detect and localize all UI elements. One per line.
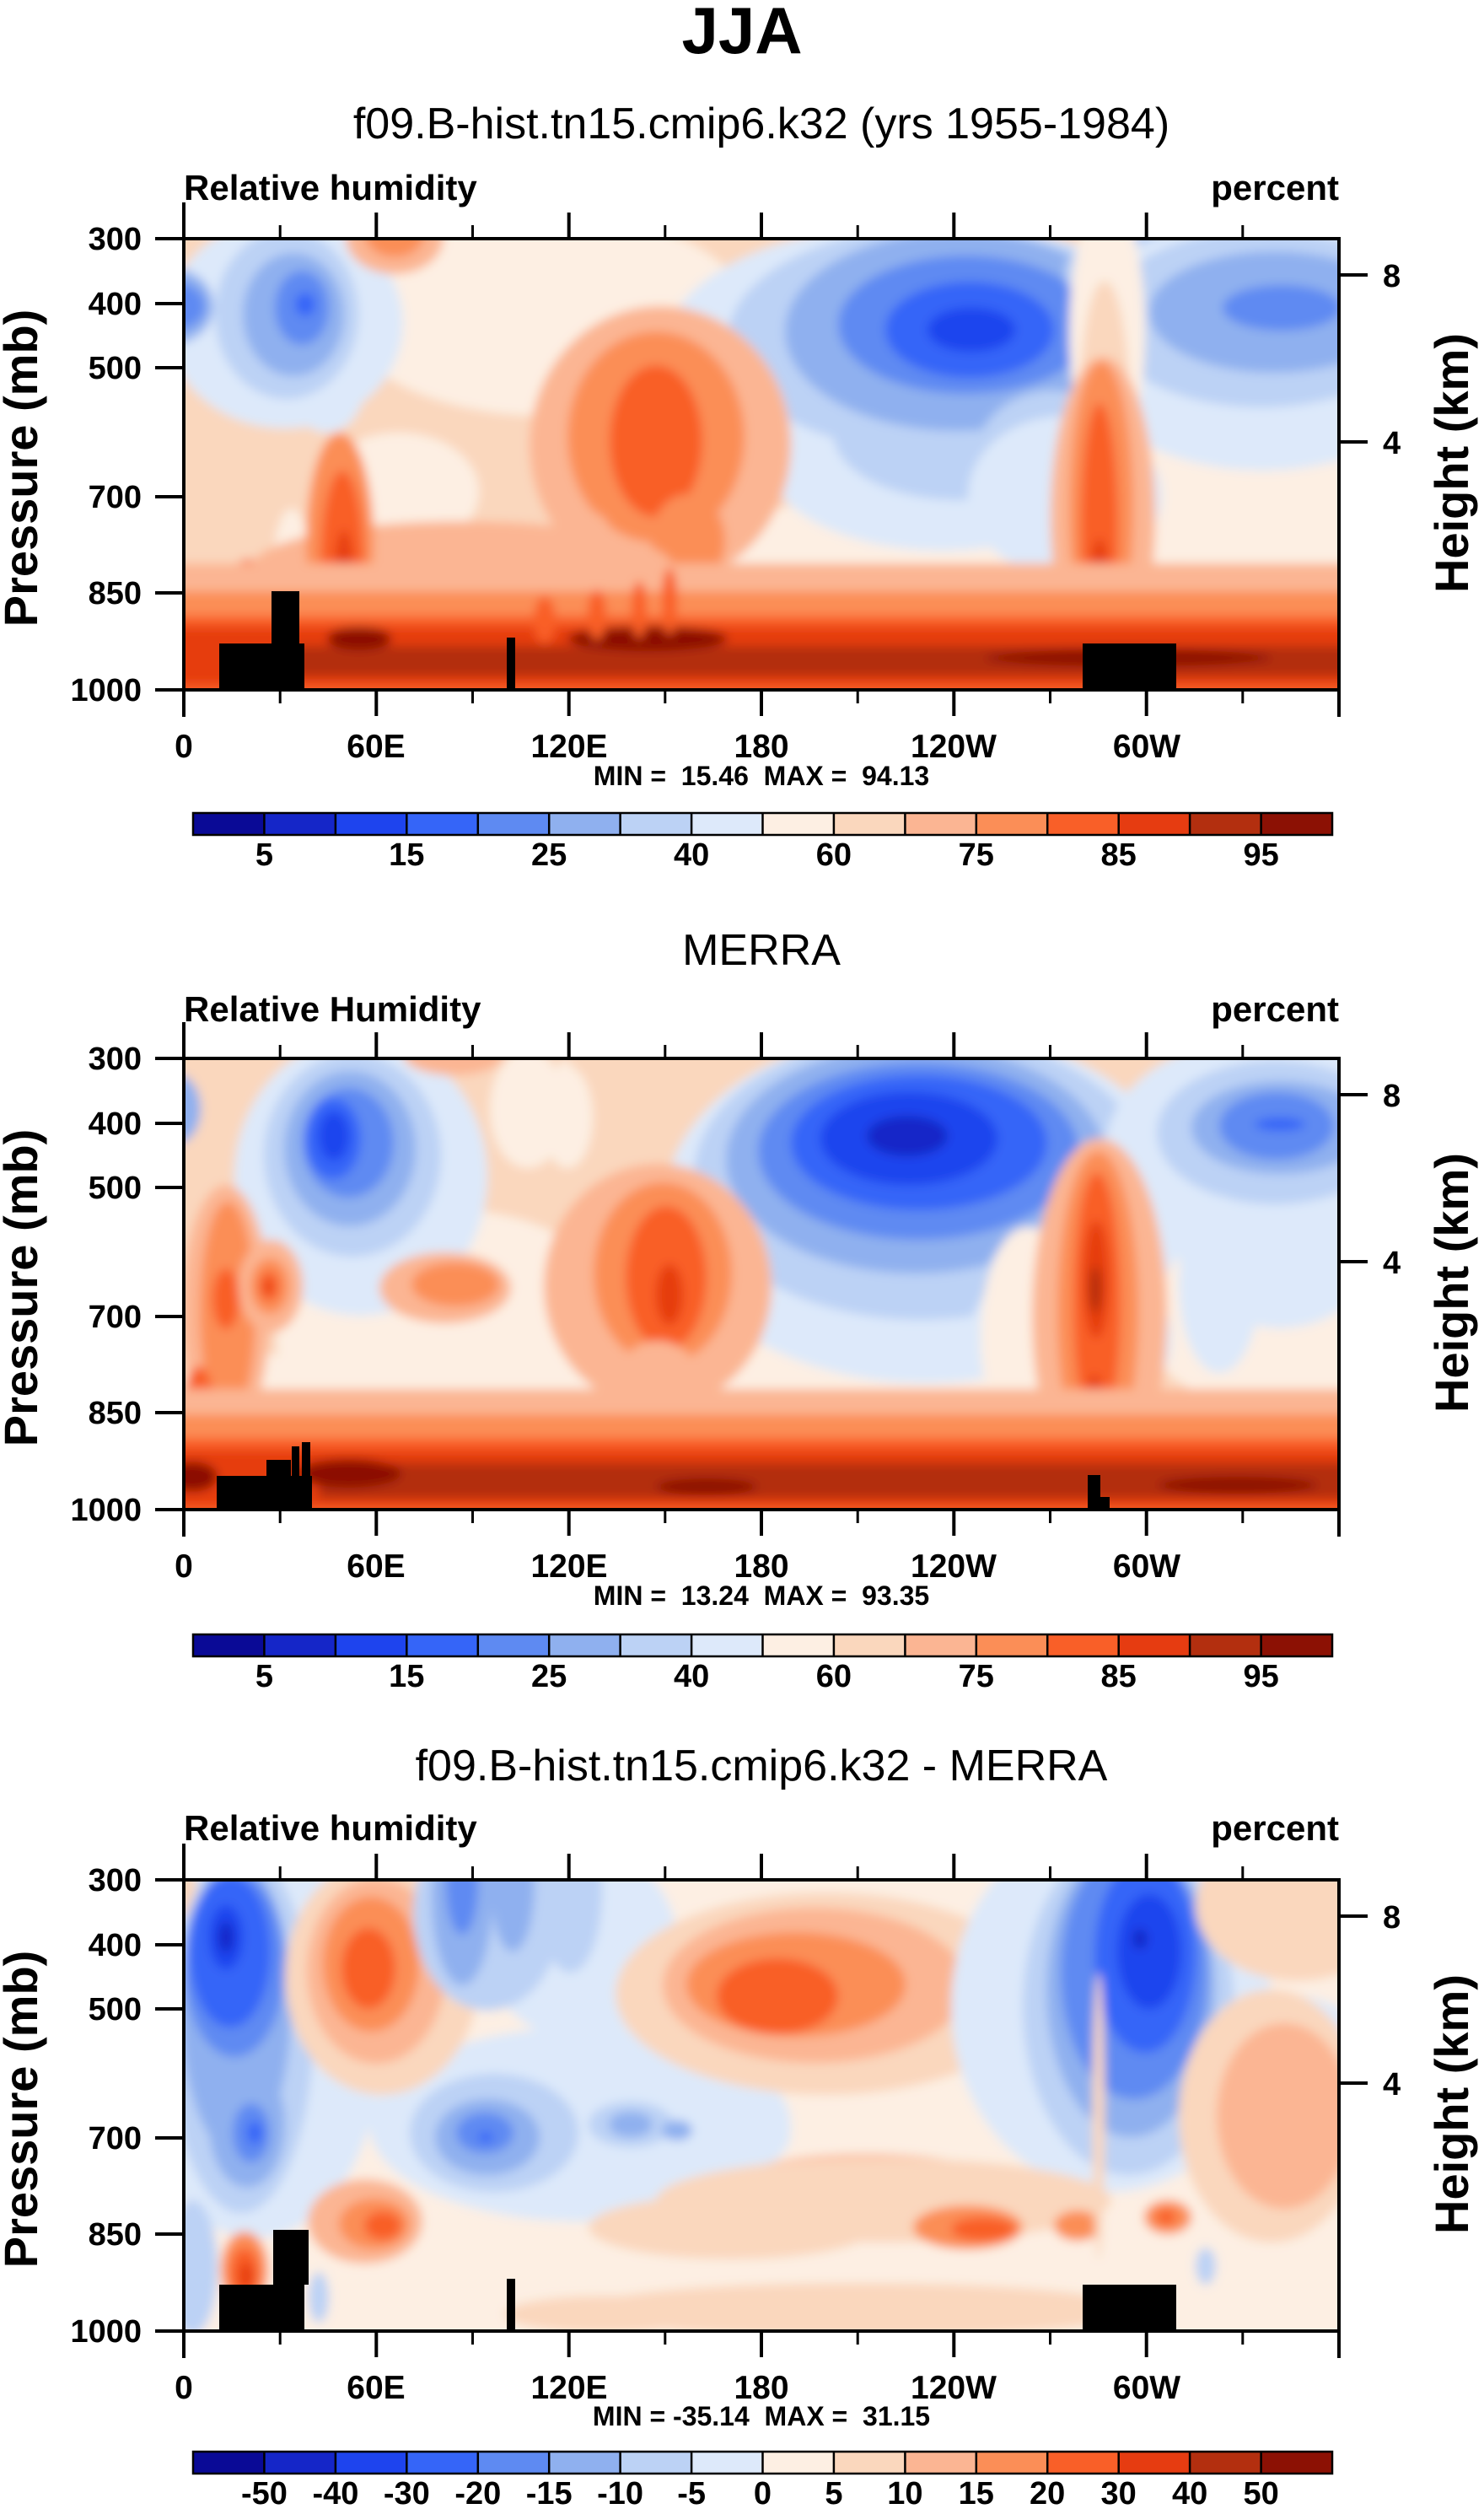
svg-text:400: 400 [89,1928,142,1963]
svg-text:Pressure (mb): Pressure (mb) [0,1129,47,1447]
svg-text:60W: 60W [1113,1548,1180,1585]
svg-text:40: 40 [1172,2476,1207,2509]
svg-text:-15: -15 [526,2476,573,2509]
svg-text:120W: 120W [911,729,997,765]
svg-text:25: 25 [531,1659,567,1694]
svg-text:JJA: JJA [681,0,802,67]
svg-text:Relative Humidity: Relative Humidity [184,989,481,1029]
svg-text:Height (km): Height (km) [1425,1153,1478,1413]
svg-text:15: 15 [959,2476,994,2509]
svg-text:0: 0 [754,2476,772,2509]
svg-text:5: 5 [255,1659,273,1694]
svg-text:850: 850 [89,1396,142,1431]
svg-text:300: 300 [89,1863,142,1898]
svg-text:95: 95 [1243,837,1278,873]
svg-text:0: 0 [175,2370,193,2406]
svg-text:f09.B-hist.tn15.cmip6.k32 (yrs: f09.B-hist.tn15.cmip6.k32 (yrs 1955-1984… [353,100,1169,148]
svg-text:850: 850 [89,2217,142,2253]
svg-text:25: 25 [531,837,567,873]
svg-text:700: 700 [89,2121,142,2156]
svg-text:5: 5 [255,837,273,873]
svg-text:300: 300 [89,222,142,257]
svg-text:4: 4 [1383,426,1401,461]
svg-text:700: 700 [89,1300,142,1335]
svg-text:180: 180 [734,1548,788,1585]
svg-text:10: 10 [887,2476,922,2509]
svg-text:85: 85 [1101,837,1137,873]
svg-text:60E: 60E [347,1548,405,1585]
svg-text:180: 180 [734,729,788,765]
svg-text:-10: -10 [597,2476,643,2509]
svg-text:percent: percent [1211,1808,1339,1848]
svg-text:180: 180 [734,2370,788,2406]
svg-text:15: 15 [389,837,424,873]
svg-text:4: 4 [1383,2067,1401,2102]
svg-text:Pressure (mb): Pressure (mb) [0,310,47,627]
svg-text:40: 40 [674,1659,709,1694]
svg-text:30: 30 [1101,2476,1137,2509]
svg-text:500: 500 [89,1171,142,1206]
svg-text:60W: 60W [1113,729,1180,765]
svg-text:75: 75 [959,837,994,873]
svg-text:120E: 120E [530,2370,607,2406]
svg-text:Relative humidity: Relative humidity [184,1808,477,1848]
svg-text:85: 85 [1101,1659,1137,1694]
svg-text:MERRA: MERRA [682,926,841,975]
svg-text:75: 75 [959,1659,994,1694]
svg-text:300: 300 [89,1042,142,1077]
svg-text:8: 8 [1383,1079,1401,1114]
svg-text:1000: 1000 [70,2314,142,2350]
svg-text:0: 0 [175,729,193,765]
svg-text:-30: -30 [384,2476,430,2509]
svg-text:MIN = 13.24 MAX = 93.35: MIN = 13.24 MAX = 93.35 [594,1580,929,1611]
svg-text:8: 8 [1383,1900,1401,1936]
svg-text:95: 95 [1243,1659,1278,1694]
svg-text:1000: 1000 [70,1493,142,1528]
svg-text:500: 500 [89,1992,142,2027]
svg-text:700: 700 [89,480,142,515]
svg-text:-5: -5 [677,2476,706,2509]
svg-text:60W: 60W [1113,2370,1180,2406]
svg-text:120W: 120W [911,2370,997,2406]
svg-text:60: 60 [816,837,852,873]
svg-text:20: 20 [1030,2476,1065,2509]
svg-text:400: 400 [89,1106,142,1142]
svg-text:8: 8 [1383,259,1401,294]
svg-text:500: 500 [89,351,142,386]
svg-text:60E: 60E [347,2370,405,2406]
svg-text:MIN = 15.46 MAX = 94.13: MIN = 15.46 MAX = 94.13 [594,761,929,791]
svg-text:40: 40 [674,837,709,873]
svg-text:Pressure (mb): Pressure (mb) [0,1951,47,2269]
svg-text:5: 5 [825,2476,842,2509]
svg-text:50: 50 [1243,2476,1278,2509]
svg-text:-40: -40 [312,2476,358,2509]
svg-text:120E: 120E [530,1548,607,1585]
svg-text:-20: -20 [454,2476,501,2509]
svg-text:60: 60 [816,1659,852,1694]
svg-text:Height (km): Height (km) [1425,333,1478,593]
svg-text:1000: 1000 [70,673,142,708]
svg-text:f09.B-hist.tn15.cmip6.k32 - ME: f09.B-hist.tn15.cmip6.k32 - MERRA [416,1742,1108,1790]
svg-text:120W: 120W [911,1548,997,1585]
svg-text:percent: percent [1211,989,1339,1029]
svg-text:Relative humidity: Relative humidity [184,168,477,207]
svg-text:400: 400 [89,287,142,322]
svg-text:-50: -50 [241,2476,288,2509]
svg-text:60E: 60E [347,729,405,765]
svg-text:15: 15 [389,1659,424,1694]
svg-text:0: 0 [175,1548,193,1585]
svg-text:4: 4 [1383,1246,1401,1281]
svg-text:percent: percent [1211,168,1339,207]
svg-text:MIN = -35.14 MAX = 31.15: MIN = -35.14 MAX = 31.15 [593,2401,930,2431]
svg-text:850: 850 [89,576,142,611]
svg-text:120E: 120E [530,729,607,765]
svg-text:Height (km): Height (km) [1425,1974,1478,2234]
